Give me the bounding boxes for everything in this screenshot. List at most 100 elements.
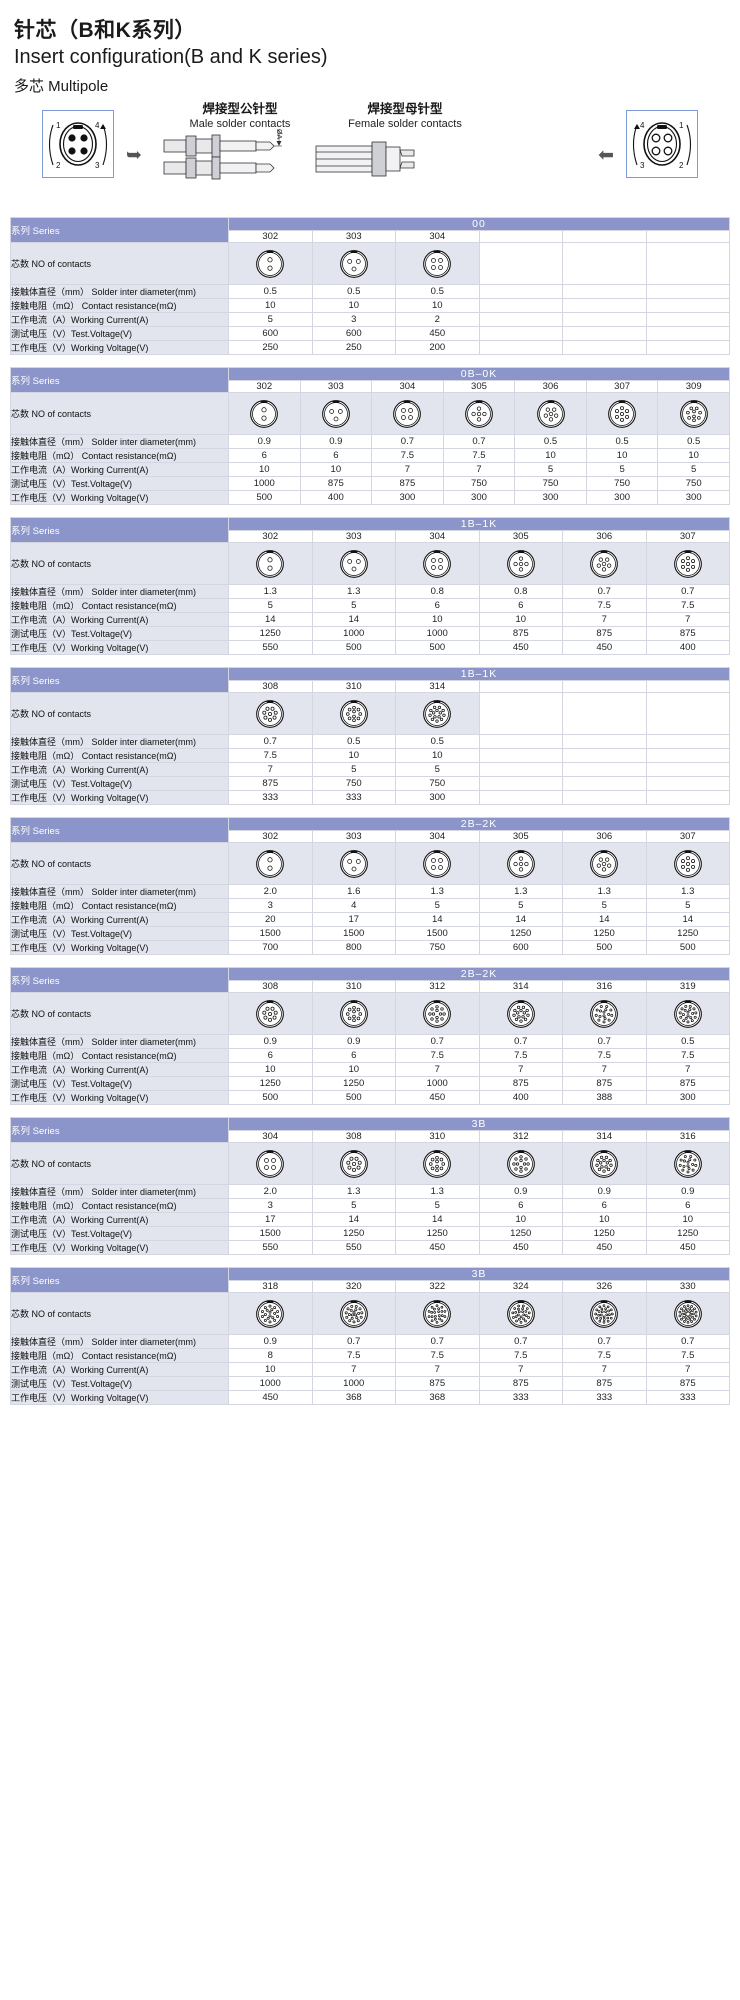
- data-cell: 0.7: [562, 1334, 647, 1349]
- data-cell: 1250: [562, 1226, 647, 1241]
- row-label: 工作电压（V）Working Voltage(V): [10, 340, 229, 355]
- series-code[interactable]: 303: [311, 830, 396, 843]
- series-code[interactable]: 307: [585, 380, 659, 393]
- table-header-row: 系列 Series 1B–1K: [10, 517, 730, 543]
- pin-layout-icon: [228, 692, 313, 735]
- data-row: 工作电流（A）Working Current(A) 5 3 2: [10, 312, 730, 327]
- page-header: 针芯（B和K系列） Insert configuration(B and K s…: [10, 0, 730, 96]
- series-code[interactable]: 319: [645, 980, 730, 993]
- series-code[interactable]: 316: [562, 980, 647, 993]
- data-cell: 750: [585, 476, 659, 491]
- data-cell: 10: [478, 612, 563, 627]
- data-cell: 700: [228, 940, 313, 955]
- svg-text:3: 3: [95, 161, 100, 170]
- series-code[interactable]: 330: [645, 1280, 730, 1293]
- series-code[interactable]: 324: [478, 1280, 563, 1293]
- data-cell: [645, 284, 730, 299]
- series-code[interactable]: 308: [311, 1130, 396, 1143]
- data-cell: 1250: [228, 626, 313, 641]
- svg-text:3: 3: [640, 161, 645, 170]
- row-label: 测试电压（V）Test.Voltage(V): [10, 1076, 229, 1091]
- table-header-row: 系列 Series 2B–2K: [10, 817, 730, 843]
- data-row: 接触体直径（mm） Solder inter diameter(mm) 2.0 1.…: [10, 1184, 730, 1199]
- data-cell: 4: [311, 898, 396, 913]
- series-code[interactable]: 304: [395, 530, 480, 543]
- series-code[interactable]: 306: [562, 830, 647, 843]
- data-cell: 1500: [311, 926, 396, 941]
- series-code[interactable]: 314: [395, 680, 480, 693]
- series-code[interactable]: 312: [478, 1130, 563, 1143]
- row-label: 工作电压（V）Working Voltage(V): [10, 1240, 229, 1255]
- code-row: 308 310 312 314 316 319: [11, 980, 730, 993]
- data-row: 测试电压（V）Test.Voltage(V) 1000 1000 875 875 875 8…: [10, 1376, 730, 1391]
- series-code[interactable]: 314: [478, 980, 563, 993]
- series-code[interactable]: 322: [395, 1280, 480, 1293]
- svg-text:2: 2: [679, 161, 684, 170]
- series-code[interactable]: 305: [442, 380, 516, 393]
- data-cell: [562, 312, 647, 327]
- series-code[interactable]: 308: [228, 980, 313, 993]
- data-cell: 1250: [311, 1076, 396, 1091]
- series-code[interactable]: 320: [311, 1280, 396, 1293]
- series-code[interactable]: 307: [645, 830, 730, 843]
- series-code[interactable]: 306: [514, 380, 587, 393]
- data-cell: 600: [311, 326, 396, 341]
- series-code[interactable]: 326: [562, 1280, 647, 1293]
- row-label: 工作电流（A）Working Current(A): [10, 312, 229, 327]
- table-header-row: 系列 Series 2B–2K: [10, 967, 730, 993]
- series-code[interactable]: 302: [228, 530, 313, 543]
- data-row: 接触电阻（mΩ） Contact resistance(mΩ) 8 7.5 7.5 7.…: [10, 1348, 730, 1363]
- series-code[interactable]: 302: [228, 830, 313, 843]
- data-cell: 1500: [395, 926, 480, 941]
- series-code[interactable]: 308: [228, 680, 313, 693]
- data-cell: 0.5: [395, 284, 480, 299]
- series-code[interactable]: 303: [311, 530, 396, 543]
- data-cell: 1000: [228, 476, 301, 491]
- series-code[interactable]: 302: [228, 380, 301, 393]
- series-code[interactable]: 304: [395, 830, 480, 843]
- series-code[interactable]: 307: [645, 530, 730, 543]
- contacts-label: 芯数 NO of contacts: [10, 1292, 229, 1335]
- data-cell: 17: [228, 1212, 313, 1227]
- series-code[interactable]: 310: [311, 980, 396, 993]
- data-cell: 10: [311, 1062, 396, 1077]
- data-cell: 10: [228, 1362, 313, 1377]
- data-cell: 1.3: [228, 584, 313, 599]
- male-connector-drawing: ØA: [163, 129, 282, 180]
- series-code[interactable]: 305: [478, 530, 563, 543]
- data-cell: 10: [478, 1212, 563, 1227]
- data-cell: 550: [311, 1240, 396, 1255]
- row-label: 接触电阻（mΩ） Contact resistance(mΩ): [10, 1348, 229, 1363]
- series-code[interactable]: 304: [228, 1130, 313, 1143]
- data-cell: 1250: [645, 1226, 730, 1241]
- series-group: 1B–1K: [228, 667, 730, 681]
- series-code[interactable]: 303: [311, 230, 396, 243]
- series-code[interactable]: 304: [371, 380, 444, 393]
- series-code[interactable]: 314: [562, 1130, 647, 1143]
- datasheet-page: 针芯（B和K系列） Insert configuration(B and K s…: [10, 0, 730, 1405]
- data-cell: 500: [395, 640, 480, 655]
- pin-layout-icon: [311, 1142, 396, 1185]
- data-cell: 450: [395, 326, 480, 341]
- contacts-row: 芯数 NO of contacts: [10, 242, 730, 285]
- table-header-row: 系列 Series 3B: [10, 1117, 730, 1143]
- series-code[interactable]: 309: [657, 380, 730, 393]
- data-cell: [645, 312, 730, 327]
- series-code[interactable]: 305: [478, 830, 563, 843]
- series-code[interactable]: 310: [395, 1130, 480, 1143]
- series-code: [645, 680, 730, 693]
- series-code[interactable]: 302: [228, 230, 313, 243]
- series-code[interactable]: 303: [299, 380, 373, 393]
- series-code[interactable]: 310: [311, 680, 396, 693]
- series-code[interactable]: 304: [395, 230, 480, 243]
- data-cell: [645, 790, 730, 805]
- data-cell: 1500: [228, 926, 313, 941]
- series-code[interactable]: 318: [228, 1280, 313, 1293]
- data-cell: 5: [228, 312, 313, 327]
- data-cell: 0.7: [371, 434, 444, 449]
- data-row: 接触体直径（mm） Solder inter diameter(mm) 0.9 0.…: [10, 1334, 730, 1349]
- series-code[interactable]: 312: [395, 980, 480, 993]
- series-code[interactable]: 316: [645, 1130, 730, 1143]
- data-row: 接触体直径（mm） Solder inter diameter(mm) 0.7 0.…: [10, 734, 730, 749]
- series-code[interactable]: 306: [562, 530, 647, 543]
